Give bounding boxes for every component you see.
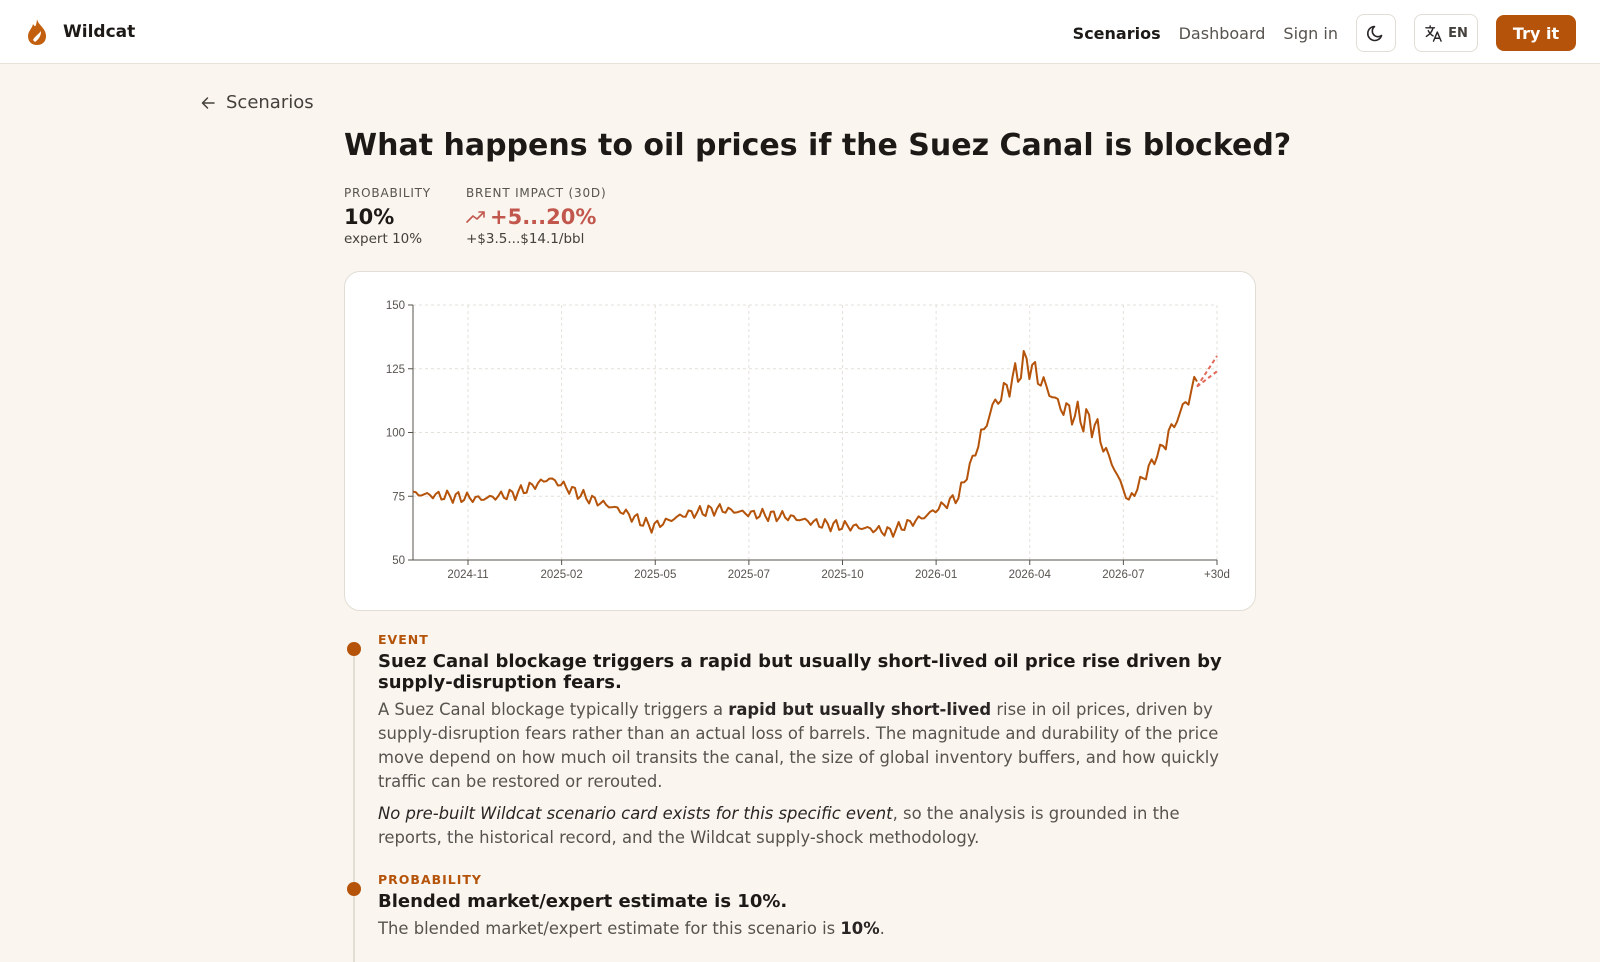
x-tick-label: 2026-01 — [915, 569, 957, 581]
arrow-left-icon — [201, 96, 215, 109]
timeline-dot — [347, 642, 361, 656]
y-tick-label: 150 — [386, 300, 405, 312]
brent-impact-value-row: +5...20% — [466, 205, 606, 229]
probability-expert-value: expert 10% — [344, 231, 423, 247]
brent-impact-value: +5...20% — [490, 205, 597, 229]
try-it-button[interactable]: Try it — [1496, 15, 1576, 51]
y-tick-label: 125 — [386, 364, 405, 376]
x-tick-label: 2025-10 — [821, 569, 863, 581]
flame-logo-icon — [28, 19, 46, 45]
x-tick-label: 2025-02 — [541, 569, 583, 581]
timeline-tag: PROBABILITY — [378, 872, 482, 887]
probability-value: 10% — [344, 205, 395, 229]
timeline-item-probability: PROBABILITY Blended market/expert estima… — [344, 872, 1224, 941]
back-link-label: Scenarios — [226, 92, 314, 113]
probability-label: PROBABILITY — [344, 186, 431, 200]
analysis-timeline: EVENT Suez Canal blockage triggers a rap… — [344, 632, 1224, 962]
x-tick-label: 2026-04 — [1009, 569, 1052, 581]
nav-dashboard[interactable]: Dashboard — [1178, 23, 1266, 43]
timeline-item-event: EVENT Suez Canal blockage triggers a rap… — [344, 632, 1224, 850]
brent-impact-dollar-range: +$3.5...$14.1/bbl — [466, 231, 585, 247]
language-code: EN — [1448, 25, 1468, 41]
brand-logo[interactable]: Wildcat — [24, 18, 135, 46]
y-tick-label: 75 — [392, 491, 405, 503]
y-tick-label: 100 — [386, 428, 405, 440]
brent-impact-stat: BRENT IMPACT (30D) +5...20% +$3.5...$14.… — [466, 186, 606, 247]
brand-name: Wildcat — [63, 22, 136, 42]
page-title: What happens to oil prices if the Suez C… — [344, 128, 1292, 163]
language-switch-button[interactable]: EN — [1414, 14, 1478, 52]
x-tick-label: +30d — [1204, 569, 1230, 581]
y-tick-label: 50 — [392, 555, 405, 567]
nav-scenarios[interactable]: Scenarios — [1072, 23, 1161, 43]
x-tick-label: 2025-05 — [634, 569, 676, 581]
timeline-body: The blended market/expert estimate for t… — [378, 919, 885, 938]
timeline-dot — [347, 882, 361, 896]
trend-up-icon — [466, 211, 485, 223]
main-nav: Scenarios Dashboard Sign in EN Try it — [1073, 14, 1576, 52]
timeline-rail — [353, 652, 355, 962]
x-tick-label: 2026-07 — [1102, 569, 1144, 581]
price-series-line — [412, 350, 1198, 538]
moon-icon — [1367, 25, 1383, 42]
timeline-body: A Suez Canal blockage typically triggers… — [378, 700, 1219, 791]
x-tick-label: 2024-11 — [447, 569, 488, 581]
brent-price-chart: 50 75 100 125 150 2024-11 2025-02 2025-05 2025-0… — [344, 271, 1256, 611]
timeline-heading: Suez Canal blockage triggers a rapid but… — [378, 651, 1222, 693]
x-tick-label: 2025-07 — [728, 569, 770, 581]
projection-high-line — [1196, 355, 1218, 388]
top-nav-bar: Wildcat Scenarios Dashboard Sign in EN T… — [0, 0, 1600, 64]
timeline-note: No pre-built Wildcat scenario card exist… — [378, 804, 1180, 847]
nav-sign-in[interactable]: Sign in — [1283, 23, 1338, 43]
back-to-scenarios-link[interactable]: Scenarios — [200, 92, 314, 113]
timeline-heading: Blended market/expert estimate is 10%. — [378, 891, 788, 912]
projection-low-line — [1196, 370, 1218, 388]
chart-canvas: 50 75 100 125 150 2024-11 2025-02 2025-05 2025-0… — [386, 300, 1230, 581]
brent-impact-label: BRENT IMPACT (30D) — [466, 186, 607, 200]
translate-icon — [1425, 24, 1442, 42]
timeline-tag: EVENT — [378, 632, 429, 647]
probability-stat: PROBABILITY 10% expert 10% — [344, 186, 431, 247]
theme-toggle-button[interactable] — [1356, 14, 1396, 52]
